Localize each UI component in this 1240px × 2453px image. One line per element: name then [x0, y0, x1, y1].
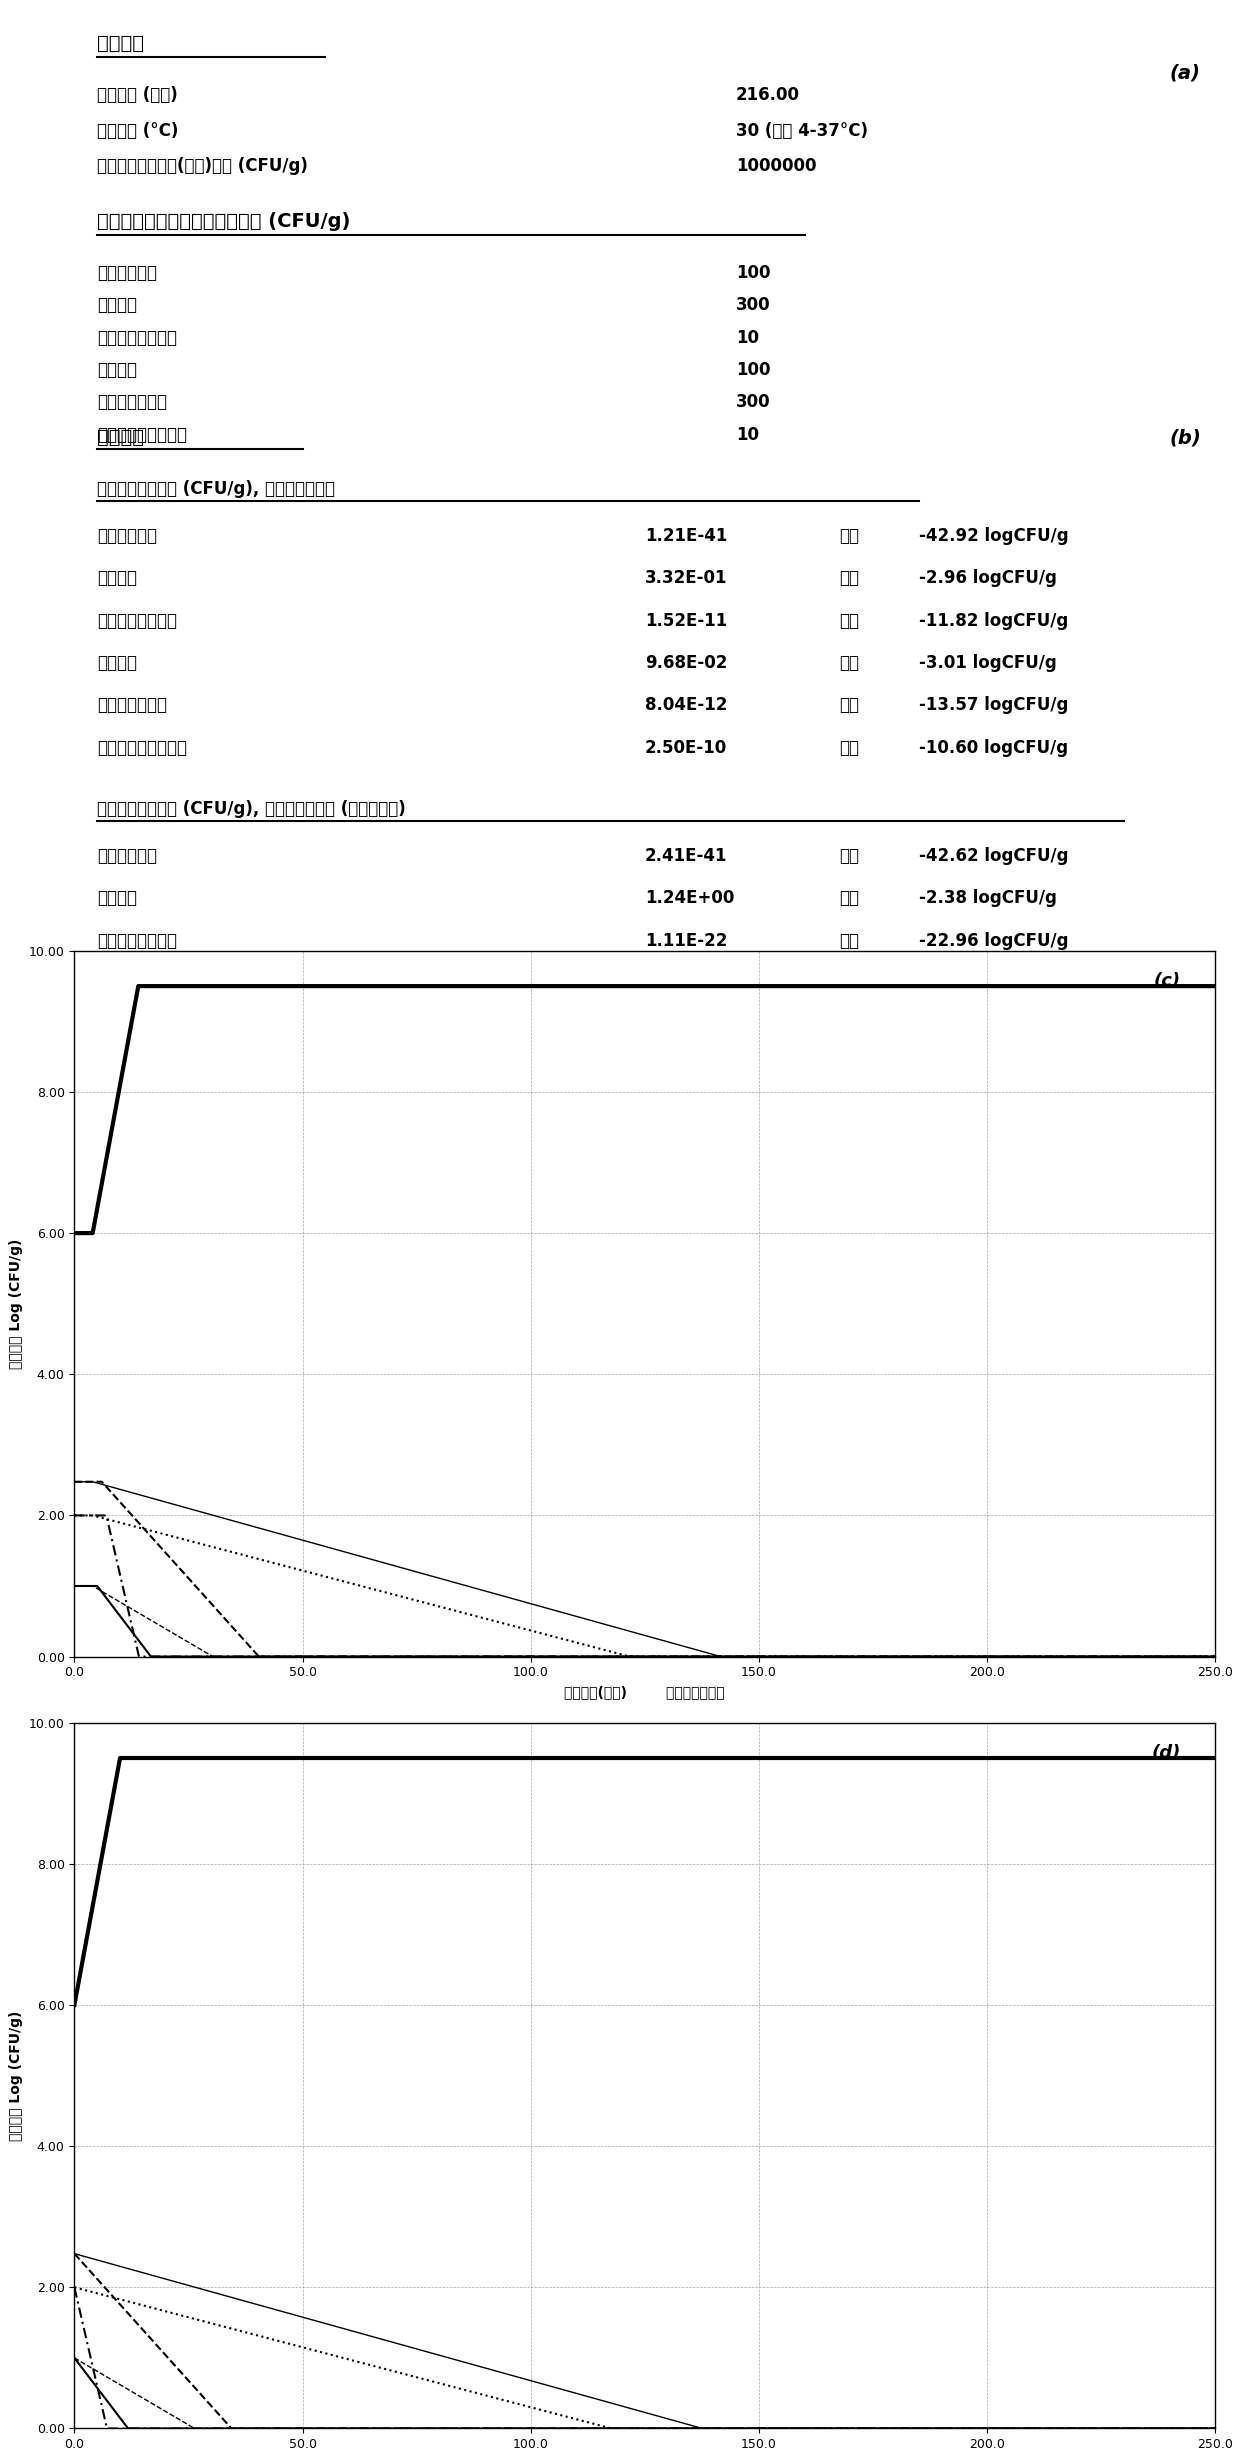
Text: 发酵条件: 发酵条件 — [97, 34, 144, 54]
Text: 单核增生李斯特菌: 单核增生李斯特菌 — [97, 611, 177, 630]
Text: 3.32E-01: 3.32E-01 — [645, 569, 728, 586]
Text: 6.87E-10: 6.87E-10 — [645, 1060, 727, 1077]
Text: 变化: 变化 — [838, 527, 859, 545]
Text: 沙门氏菌: 沙门氏菌 — [97, 655, 138, 672]
Text: 1.24E+00: 1.24E+00 — [645, 890, 734, 908]
Text: -2.38 logCFU/g: -2.38 logCFU/g — [919, 890, 1056, 908]
Text: -2.96 logCFU/g: -2.96 logCFU/g — [919, 569, 1056, 586]
Text: 2.41E-41: 2.41E-41 — [645, 846, 728, 866]
Text: (b): (b) — [1169, 429, 1202, 446]
Text: 100: 100 — [737, 265, 770, 282]
Text: 蜡样芽孢杆菌: 蜡样芽孢杆菌 — [97, 265, 157, 282]
Text: 小肠结肠炎耶尔森菌: 小肠结肠炎耶尔森菌 — [97, 1060, 187, 1077]
Text: 300: 300 — [737, 297, 771, 314]
Text: 发酵前各致病菌可能的污染浓度 (CFU/g): 发酵前各致病菌可能的污染浓度 (CFU/g) — [97, 211, 351, 231]
Text: 金黄色葡萄球菌: 金黄色葡萄球菌 — [97, 1016, 167, 1035]
Text: 沙门氏菌: 沙门氏菌 — [97, 974, 138, 991]
Text: 变化: 变化 — [838, 932, 859, 949]
Text: 发酵剑乳酸菌接种(初始)浓度 (CFU/g): 发酵剑乳酸菌接种(初始)浓度 (CFU/g) — [97, 157, 308, 174]
Y-axis label: 菌落浓度 Log (CFU/g): 菌落浓度 Log (CFU/g) — [9, 1239, 24, 1369]
Text: 300: 300 — [737, 392, 771, 412]
Legend: 发酵剑乳酸菌, 单核增生李斯特菌, 沙门氏菌, 金黄色葡萄球菌, 蜡样芽孢杆菌, 大肠杆菌, 小肠结肠炎耶尔森菌: 发酵剑乳酸菌, 单核增生李斯特菌, 沙门氏菌, 金黄色葡萄球菌, 蜡样芽孢杆菌,… — [81, 1820, 496, 1862]
Text: 100: 100 — [737, 361, 770, 378]
Text: 小肠结肠炎耶尔森菌: 小肠结肠炎耶尔森菌 — [97, 427, 187, 444]
Text: 大肠杆菌: 大肠杆菌 — [97, 890, 138, 908]
Text: 10: 10 — [737, 329, 759, 346]
Text: 变化: 变化 — [838, 611, 859, 630]
Text: 10: 10 — [737, 427, 759, 444]
Text: -11.82 logCFU/g: -11.82 logCFU/g — [919, 611, 1068, 630]
Text: 变化: 变化 — [838, 890, 859, 908]
Text: 发酵时间 (小时): 发酵时间 (小时) — [97, 86, 179, 103]
Text: 30 (区间 4-37°C): 30 (区间 4-37°C) — [737, 123, 868, 140]
Text: 变化: 变化 — [838, 738, 859, 758]
Text: -10.60 logCFU/g: -10.60 logCFU/g — [919, 738, 1068, 758]
Text: -3.01 logCFU/g: -3.01 logCFU/g — [919, 655, 1056, 672]
Text: -42.62 logCFU/g: -42.62 logCFU/g — [919, 846, 1068, 866]
Text: 6.21E-11: 6.21E-11 — [645, 1016, 727, 1035]
Text: (d): (d) — [1152, 1744, 1180, 1761]
Text: 8.04E-12: 8.04E-12 — [645, 697, 727, 714]
Text: 1.11E-22: 1.11E-22 — [645, 932, 727, 949]
Text: 变化: 变化 — [838, 846, 859, 866]
Y-axis label: 菌落浓度 Log (CFU/g): 菌落浓度 Log (CFU/g) — [9, 2011, 24, 2141]
Text: 1000000: 1000000 — [737, 157, 817, 174]
Text: 2.50E-10: 2.50E-10 — [645, 738, 727, 758]
Text: 变化: 变化 — [838, 655, 859, 672]
Text: 大肠杆菌: 大肠杆菌 — [97, 569, 138, 586]
Text: 1.52E-11: 1.52E-11 — [645, 611, 727, 630]
Text: (a): (a) — [1169, 64, 1200, 83]
Text: (c): (c) — [1154, 971, 1180, 991]
Text: 金黄色葡萄球菌: 金黄色葡萄球菌 — [97, 697, 167, 714]
Text: 小肠结肠炎耶尔森菌: 小肠结肠炎耶尔森菌 — [97, 738, 187, 758]
X-axis label: 发酵时间(小时)        致病菌有延滞期: 发酵时间(小时) 致病菌有延滞期 — [564, 1685, 725, 1700]
Text: 金黄色葡萄球菌: 金黄色葡萄球菌 — [97, 392, 167, 412]
Text: 变化: 变化 — [838, 569, 859, 586]
Text: 9.68E-02: 9.68E-02 — [645, 655, 727, 672]
Text: -42.92 logCFU/g: -42.92 logCFU/g — [919, 527, 1068, 545]
Text: 预测结果: 预测结果 — [97, 429, 144, 446]
Text: 单核增生李斯特菌: 单核增生李斯特菌 — [97, 932, 177, 949]
Text: -22.96 logCFU/g: -22.96 logCFU/g — [919, 932, 1068, 949]
Text: 变化: 变化 — [838, 1016, 859, 1035]
Text: -12.68 logCFU/g: -12.68 logCFU/g — [919, 1016, 1068, 1035]
Text: -2.44 logCFU/g: -2.44 logCFU/g — [919, 974, 1056, 991]
Text: 最终各致病菌浓度 (CFU/g), 致病菌无延滞期 (最危险情况): 最终各致病菌浓度 (CFU/g), 致病菌无延滞期 (最危险情况) — [97, 800, 405, 817]
Text: -13.57 logCFU/g: -13.57 logCFU/g — [919, 697, 1068, 714]
Text: 发酵温度 (°C): 发酵温度 (°C) — [97, 123, 179, 140]
Text: 蜡样芽孢杆菌: 蜡样芽孢杆菌 — [97, 846, 157, 866]
Text: 216.00: 216.00 — [737, 86, 800, 103]
Text: 沙门氏菌: 沙门氏菌 — [97, 361, 138, 378]
Text: 单核增生李斯特菌: 单核增生李斯特菌 — [97, 329, 177, 346]
Text: 变化: 变化 — [838, 1060, 859, 1077]
Text: 最终各致病菌浓度 (CFU/g), 致病菌有延滞期: 最终各致病菌浓度 (CFU/g), 致病菌有延滞期 — [97, 481, 335, 498]
Text: 大肠杆菌: 大肠杆菌 — [97, 297, 138, 314]
Text: 变化: 变化 — [838, 697, 859, 714]
Text: 变化: 变化 — [838, 974, 859, 991]
Text: -10.16 logCFU/g: -10.16 logCFU/g — [919, 1060, 1068, 1077]
Text: 1.21E-41: 1.21E-41 — [645, 527, 727, 545]
Text: 蜡样芽孢杆菌: 蜡样芽孢杆菌 — [97, 527, 157, 545]
Text: 3.61E-01: 3.61E-01 — [645, 974, 727, 991]
